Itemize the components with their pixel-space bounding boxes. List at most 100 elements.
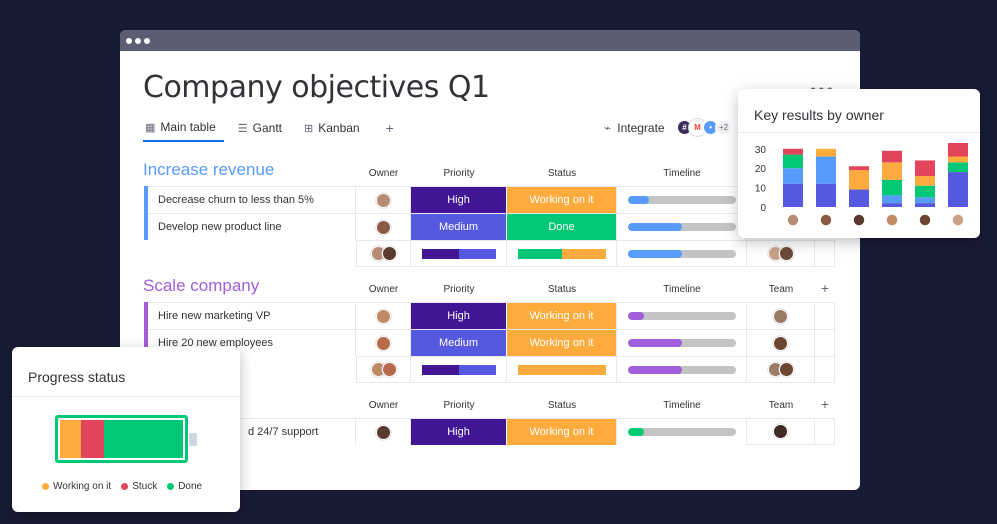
group-title[interactable]: Increase revenue: [143, 160, 275, 179]
chart-bar-segment: [915, 175, 935, 186]
legend-dot-icon: [42, 483, 49, 490]
empty-cell: [815, 418, 835, 445]
chart-bar-segment: [948, 162, 968, 173]
column-header-team[interactable]: Team: [768, 284, 794, 295]
board-window: Company objectives Q1 ••• ▦ Main table ☰…: [120, 30, 860, 490]
kanban-icon: ⊞: [304, 122, 314, 135]
table-row[interactable]: Decrease churn to less than 5% High Work…: [144, 186, 747, 213]
avatar: [773, 424, 788, 439]
table-icon: ▦: [145, 121, 156, 134]
column-header-priority[interactable]: Priority: [443, 284, 475, 295]
chart-bar-segment: [882, 150, 902, 163]
item-name[interactable]: Develop new product line: [148, 213, 356, 240]
tab-gantt[interactable]: ☰ Gantt: [236, 120, 290, 142]
status-cell[interactable]: Working on it: [507, 329, 617, 356]
priority-cell[interactable]: High: [411, 418, 507, 445]
avatar-stack: [767, 362, 794, 377]
owner-avatar: [786, 213, 800, 227]
table-row[interactable]: Hire new marketing VP High Working on it: [144, 302, 835, 329]
add-column-icon[interactable]: +: [820, 280, 830, 296]
column-header-timeline[interactable]: Timeline: [663, 284, 701, 295]
integrate-label: Integrate: [617, 121, 665, 135]
priority-cell[interactable]: High: [411, 186, 507, 213]
tab-main-table[interactable]: ▦ Main table: [143, 120, 224, 142]
column-header-timeline[interactable]: Timeline: [663, 168, 701, 179]
status-cell[interactable]: Done: [507, 213, 617, 240]
owner-cell[interactable]: [356, 213, 411, 240]
chart-bar-segment: [915, 203, 935, 207]
avatar: [778, 246, 794, 261]
column-header-owner[interactable]: Owner: [368, 168, 399, 179]
battery-segment-working: [60, 420, 81, 458]
y-tick-label: 20: [755, 164, 767, 175]
timeline-summary: [617, 240, 747, 267]
integrate-button[interactable]: ⌁ Integrate: [604, 121, 665, 135]
timeline-cell[interactable]: [617, 213, 747, 240]
item-name[interactable]: Hire 20 new employees: [148, 329, 356, 356]
chart-bar-segment: [783, 148, 803, 155]
column-header-status[interactable]: Status: [547, 400, 577, 411]
group-color-bar: [144, 213, 148, 240]
avatar: [773, 308, 788, 324]
owner-cell[interactable]: [356, 186, 411, 213]
table-row[interactable]: Develop new product line Medium Done: [144, 213, 747, 240]
timeline-bar: [627, 428, 736, 436]
priority-cell[interactable]: Medium: [411, 213, 507, 240]
gantt-icon: ☰: [237, 122, 248, 135]
priority-cell[interactable]: High: [411, 302, 507, 329]
timeline-fill: [627, 223, 682, 231]
status-cell[interactable]: Working on it: [507, 302, 617, 329]
owner-cell[interactable]: [356, 418, 411, 445]
column-header-team[interactable]: Team: [768, 400, 794, 411]
chart-bar-segment: [915, 160, 935, 176]
chart-bar-segment: [849, 189, 869, 207]
chart-bar-segment: [915, 185, 935, 198]
column-header-timeline[interactable]: Timeline: [663, 400, 701, 411]
owner-cell[interactable]: [356, 329, 411, 356]
avatar: [375, 424, 391, 440]
owner-cell[interactable]: [356, 302, 411, 329]
timeline-bar: [627, 312, 736, 320]
window-dot-icon[interactable]: [126, 38, 132, 44]
column-header-status[interactable]: Status: [547, 168, 577, 179]
progress-status-card: Progress status Working on it Stuck Done: [12, 347, 240, 512]
timeline-cell[interactable]: [617, 186, 747, 213]
column-header-status[interactable]: Status: [547, 284, 577, 295]
window-dot-icon[interactable]: [144, 38, 150, 44]
window-dot-icon[interactable]: [135, 38, 141, 44]
timeline-cell[interactable]: [617, 302, 747, 329]
table-row[interactable]: d 24/7 support High Working on it: [144, 418, 835, 445]
team-summary: [747, 240, 815, 267]
status-distribution-bar: [517, 364, 606, 375]
timeline-cell[interactable]: [617, 418, 747, 445]
team-cell[interactable]: [747, 418, 815, 445]
integration-logos[interactable]: # M • +2: [676, 119, 732, 136]
add-view-icon[interactable]: +: [385, 120, 394, 136]
column-header-priority[interactable]: Priority: [443, 168, 475, 179]
column-header-owner[interactable]: Owner: [368, 400, 399, 411]
avatar-stack: [370, 362, 397, 377]
timeline-fill: [627, 428, 644, 436]
status-cell[interactable]: Working on it: [507, 186, 617, 213]
item-name[interactable]: Decrease churn to less than 5%: [148, 186, 356, 213]
item-name[interactable]: d 24/7 support: [148, 418, 356, 445]
group-title[interactable]: Scale company: [143, 276, 260, 295]
item-name[interactable]: Hire new marketing VP: [148, 302, 356, 329]
column-header-priority[interactable]: Priority: [443, 400, 475, 411]
table-row[interactable]: Hire 20 new employees Medium Working on …: [144, 329, 835, 356]
team-cell[interactable]: [747, 302, 815, 329]
group-summary-row: [356, 356, 835, 383]
chart-bar-segment: [816, 156, 836, 184]
timeline-bar: [627, 249, 736, 258]
legend-item: Done: [167, 481, 202, 492]
team-cell[interactable]: [747, 329, 815, 356]
add-column-icon[interactable]: +: [820, 396, 830, 412]
status-cell[interactable]: Working on it: [507, 418, 617, 445]
priority-cell[interactable]: Medium: [411, 329, 507, 356]
status-summary: [507, 356, 617, 383]
column-header-owner[interactable]: Owner: [368, 284, 399, 295]
timeline-cell[interactable]: [617, 329, 747, 356]
tab-kanban[interactable]: ⊞ Kanban: [302, 120, 368, 142]
plug-icon: ⌁: [604, 121, 612, 135]
priority-distribution-bar: [421, 248, 496, 259]
